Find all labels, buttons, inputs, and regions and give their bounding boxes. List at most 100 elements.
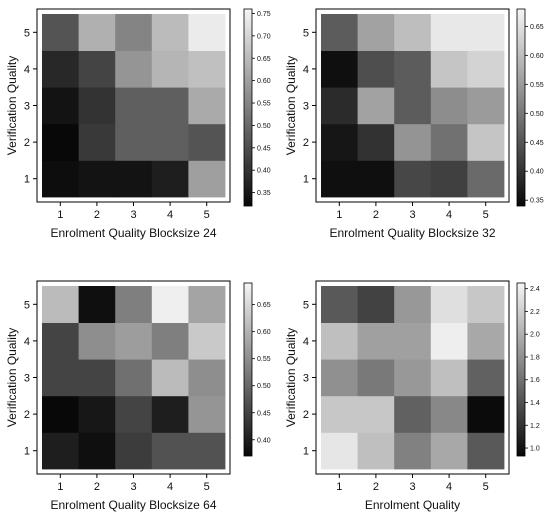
heatmap-cell — [78, 14, 116, 51]
heatmap-cell — [321, 160, 358, 198]
y-tick-label: 3 — [303, 373, 309, 385]
y-axis-label: Verification Quality — [284, 56, 298, 155]
y-tick-label: 5 — [24, 27, 30, 39]
heatmap-cell — [357, 286, 395, 323]
colorbar-tick-label: 0.60 — [257, 329, 271, 336]
colorbar-tick-label: 0.60 — [530, 53, 544, 60]
heatmap-cell — [467, 87, 505, 125]
heatmap-cell — [430, 395, 468, 433]
heatmap-cell — [394, 395, 432, 433]
heatmap-cell — [78, 50, 116, 88]
heatmap-cell — [151, 160, 189, 198]
y-tick-label: 2 — [303, 137, 309, 149]
colorbar-tick-label: 0.55 — [257, 356, 271, 363]
heatmap-cell — [321, 123, 358, 161]
heatmap-cell — [321, 359, 358, 397]
x-tick-label: 5 — [204, 209, 210, 221]
heatmap-cell — [151, 14, 189, 51]
colorbar-tick-label: 0.35 — [257, 190, 271, 197]
colorbar-tick-label: 0.50 — [257, 123, 271, 130]
heatmap-cell — [467, 359, 505, 397]
heatmap-cell — [115, 359, 153, 397]
heatmap-cell — [394, 359, 432, 397]
heatmap-cell — [151, 123, 189, 161]
y-tick-label: 2 — [24, 137, 30, 149]
heatmap-cell — [42, 87, 79, 125]
heatmap-cell — [42, 123, 79, 161]
heatmap-cell — [42, 160, 79, 198]
x-axis-label: Enrolment Quality — [365, 498, 460, 512]
y-tick-label: 4 — [24, 336, 30, 348]
heatmap-cell — [78, 123, 116, 161]
heatmap-cell — [115, 123, 153, 161]
heatmap-cell — [151, 50, 189, 88]
heatmap-cell — [151, 395, 189, 433]
colorbar-tick-label: 0.65 — [257, 56, 271, 63]
y-tick-label: 5 — [303, 27, 309, 39]
x-tick-label: 2 — [373, 209, 379, 221]
heatmap-cell — [357, 87, 395, 125]
heatmap-cell — [42, 359, 79, 397]
colorbar-tick-label: 0.45 — [530, 140, 544, 147]
x-tick-label: 3 — [130, 481, 136, 493]
y-axis-label: Verification Quality — [5, 56, 19, 155]
heatmap-cell — [394, 432, 432, 470]
heatmap-cell — [321, 432, 358, 470]
x-tick-label: 4 — [446, 481, 452, 493]
heatmap-cell — [78, 432, 116, 470]
y-tick-label: 1 — [24, 174, 30, 186]
y-tick-label: 3 — [24, 373, 30, 385]
heatmap-cell — [430, 160, 468, 198]
x-tick-label: 4 — [167, 481, 173, 493]
x-tick-label: 1 — [57, 481, 63, 493]
heatmap-cell — [394, 123, 432, 161]
colorbar — [243, 282, 253, 457]
heatmap-cell — [430, 87, 468, 125]
heatmap-cell — [188, 286, 226, 323]
heatmap-cell — [321, 87, 358, 125]
heatmap-cell — [42, 322, 79, 360]
y-tick-label: 1 — [303, 174, 309, 186]
colorbar-tick-label: 0.40 — [257, 168, 271, 175]
x-axis-label: Enrolment Quality Blocksize 64 — [50, 498, 216, 512]
x-tick-label: 5 — [483, 209, 489, 221]
heatmap-cell — [78, 322, 116, 360]
x-tick-label: 1 — [336, 481, 342, 493]
colorbar-tick-label: 2.4 — [530, 286, 540, 293]
colorbar-tick-label: 1.8 — [530, 354, 540, 361]
x-tick-label: 2 — [94, 481, 100, 493]
heatmap-cell — [321, 322, 358, 360]
heatmap-cell — [321, 50, 358, 88]
colorbar-tick-label: 0.60 — [257, 78, 271, 85]
y-tick-label: 5 — [303, 299, 309, 311]
colorbar-tick-label: 0.35 — [530, 198, 544, 205]
y-tick-label: 4 — [24, 64, 30, 76]
heatmap-cell — [78, 359, 116, 397]
y-tick-label: 3 — [303, 101, 309, 113]
heatmap-cell — [115, 160, 153, 198]
heatmap-cell — [42, 395, 79, 433]
heatmap-cell — [430, 50, 468, 88]
colorbar-tick-label: 0.65 — [530, 24, 544, 31]
y-tick-label: 2 — [303, 409, 309, 421]
heatmap-cell — [78, 395, 116, 433]
colorbar-tick-label: 0.75 — [257, 11, 271, 18]
x-tick-label: 3 — [409, 481, 415, 493]
heatmap-cell — [115, 286, 153, 323]
heatmap-cell — [467, 123, 505, 161]
heatmap-cell — [467, 14, 505, 51]
heatmap-cell — [357, 160, 395, 198]
heatmap-cell — [357, 14, 395, 51]
colorbar-tick-label: 0.45 — [257, 145, 271, 152]
heatmap-cell — [42, 432, 79, 470]
heatmap-cell — [467, 432, 505, 470]
heatmap-cell — [115, 432, 153, 470]
colorbar — [516, 282, 526, 457]
colorbar-tick-label: 0.40 — [530, 169, 544, 176]
heatmap-cell — [357, 50, 395, 88]
heatmap-cell — [467, 322, 505, 360]
heatmap-panel-3: 1 2 3 4 5 1 2 3 4 5 Enrolment Quality Blocksize 64… — [5, 280, 271, 512]
heatmap-cell — [42, 14, 79, 51]
heatmap-cell — [357, 359, 395, 397]
heatmap-cell — [188, 160, 226, 198]
